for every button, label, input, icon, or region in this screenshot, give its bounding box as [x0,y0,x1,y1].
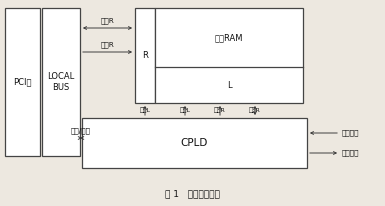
Text: 控制/状态: 控制/状态 [71,127,91,134]
Bar [155,8,303,103]
Text: PCI桥: PCI桥 [13,77,32,87]
Text: 图 1   系统总体框图: 图 1 系统总体框图 [164,190,219,199]
Text: 控制L: 控制L [139,108,151,113]
Bar [82,118,307,168]
Bar [135,8,155,103]
Bar [5,8,40,156]
Text: L: L [227,81,231,89]
Text: 地址R: 地址R [214,108,226,113]
Text: 并口输入: 并口输入 [342,130,360,136]
Bar [42,8,80,156]
Text: R: R [142,51,148,60]
Text: 控制L: 控制L [179,108,191,113]
Text: 数据R: 数据R [100,17,114,24]
Text: 并口输出: 并口输出 [342,150,360,156]
Text: LOCAL
BUS: LOCAL BUS [47,72,75,92]
Text: CPLD: CPLD [181,138,208,148]
Text: 地址R: 地址R [100,41,114,48]
Text: 数据R: 数据R [249,108,261,113]
Text: 双口RAM: 双口RAM [215,33,243,42]
